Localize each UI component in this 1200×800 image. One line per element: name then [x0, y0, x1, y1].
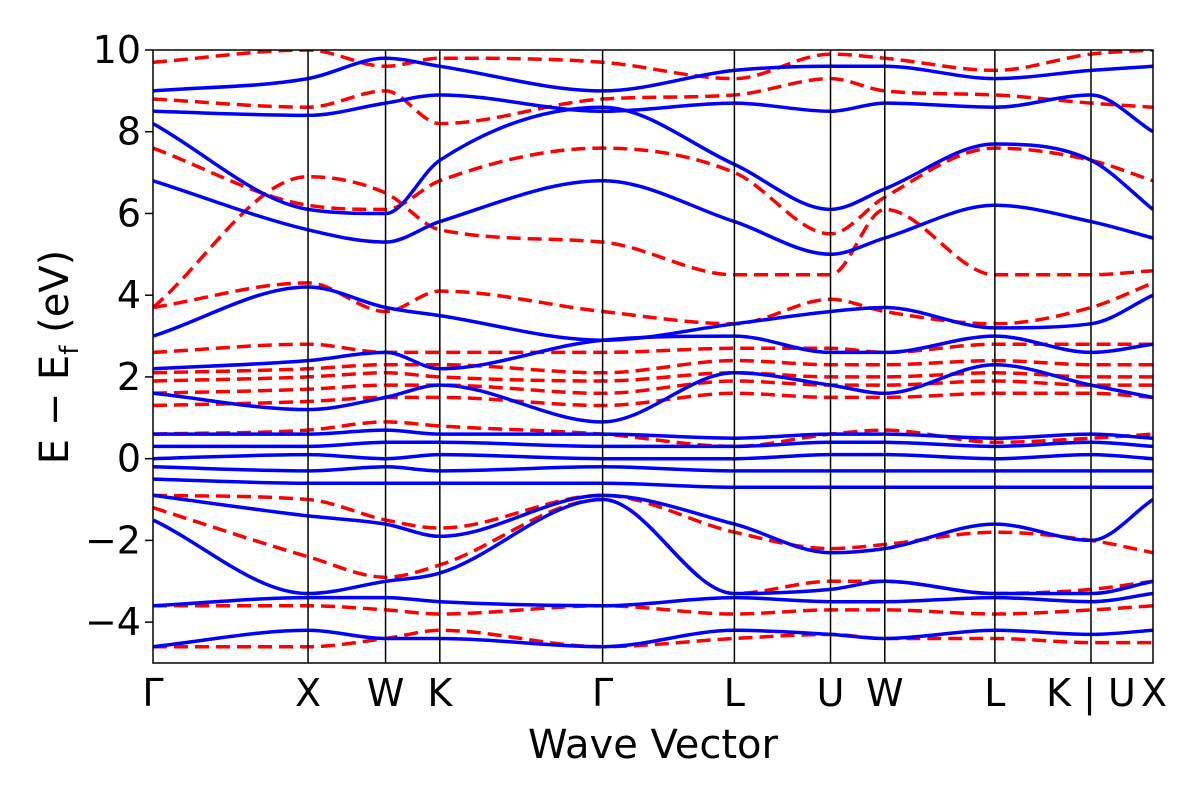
high-symmetry-lines — [307, 50, 1092, 663]
y-tick-label: −4 — [85, 600, 141, 644]
solid-band-line — [153, 285, 1153, 342]
bands-layer — [153, 50, 1153, 649]
solid-band-line — [153, 362, 1153, 424]
x-tick-label: U — [817, 671, 845, 715]
x-tick-label: K — [427, 671, 453, 715]
dashed-band-line — [153, 379, 1153, 396]
x-tick-label: Γ — [142, 671, 163, 715]
y-tick-label: 2 — [117, 355, 141, 399]
solid-band-line — [153, 179, 1153, 257]
y-axis-ticks: −4 −2 0 2 4 6 8 10 — [85, 28, 153, 644]
dashed-band-line — [153, 50, 1153, 81]
dashed-band-line — [153, 358, 1153, 375]
y-tick-label: 10 — [93, 28, 141, 72]
solid-band-line — [153, 465, 1153, 473]
y-tick-label: 8 — [117, 110, 141, 154]
dashed-band-line — [153, 76, 1153, 126]
solid-band-line — [153, 493, 1153, 555]
x-axis-label: Wave Vector — [528, 722, 779, 768]
x-tick-label: X — [1141, 671, 1167, 715]
y-tick-label: 4 — [117, 273, 141, 317]
dashed-band-line — [153, 604, 1153, 616]
dashed-band-line — [153, 342, 1153, 355]
y-axis-label-sub: f — [55, 345, 85, 355]
y-axis-label-main: E − E — [32, 355, 78, 465]
y-axis-label: E − Ef (eV) — [32, 250, 85, 465]
dashed-band-line — [153, 493, 1153, 555]
dashed-band-line — [153, 391, 1153, 408]
solid-band-line — [153, 428, 1153, 440]
plot-frame — [152, 49, 1154, 664]
solid-band-line — [153, 440, 1153, 449]
x-tick-label: K | U — [1046, 671, 1136, 716]
dashed-band-line — [153, 281, 1153, 326]
solid-band-line — [153, 477, 1153, 490]
solid-band-line — [153, 628, 1153, 649]
solid-band-line — [153, 334, 1153, 371]
solid-band-line — [153, 452, 1153, 461]
x-tick-label: Γ — [592, 671, 613, 715]
dashed-band-line — [153, 371, 1153, 383]
x-tick-label: L — [984, 671, 1005, 715]
x-tick-label: L — [724, 671, 745, 715]
solid-band-line — [153, 105, 1153, 216]
y-tick-label: −2 — [85, 518, 141, 562]
x-tick-label: X — [295, 671, 321, 715]
solid-band-line — [153, 56, 1153, 93]
x-tick-label: W — [367, 671, 405, 715]
solid-band-line — [153, 591, 1153, 608]
y-tick-label: 0 — [117, 437, 141, 481]
x-tick-label: W — [866, 671, 904, 715]
y-axis-label-unit: (eV) — [32, 250, 78, 346]
dashed-band-line — [153, 628, 1153, 649]
dashed-band-line — [153, 146, 1153, 236]
solid-band-line — [153, 93, 1153, 134]
y-tick-label: 6 — [117, 191, 141, 235]
